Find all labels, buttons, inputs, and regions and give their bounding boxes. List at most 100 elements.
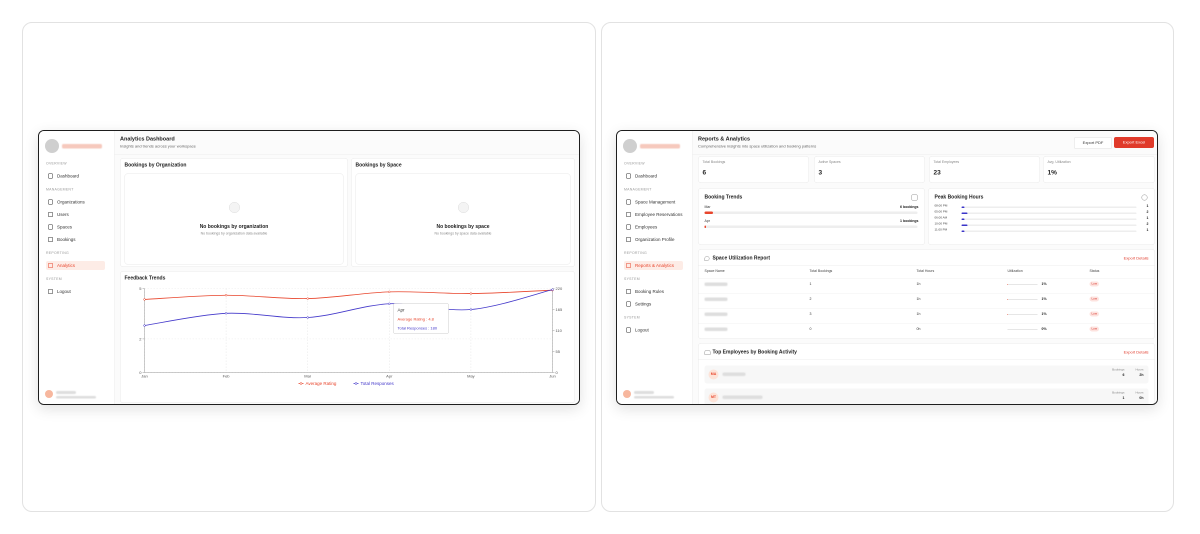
hour-label: 11:00 PM [934, 228, 948, 232]
y-tick-label: 5 [139, 286, 142, 291]
export-details[interactable]: Export Details [1123, 350, 1149, 355]
row-divider [698, 278, 1155, 279]
row-divider [698, 293, 1155, 294]
nav-icon [48, 237, 53, 242]
logo [623, 139, 637, 153]
nav-section: OVERVIEW [624, 162, 645, 166]
nav-section: MANAGEMENT [624, 188, 652, 192]
column-header: Space Name [704, 269, 725, 274]
hour-bar [961, 230, 965, 232]
legend-label: Total Responses [361, 381, 395, 386]
hours-value: 2h [1139, 373, 1144, 378]
page-title: Reports & Analytics [698, 136, 751, 142]
space-name [704, 297, 728, 301]
hour-track [961, 230, 1137, 232]
util-track [1007, 284, 1038, 285]
user-name [56, 391, 76, 394]
series-line [144, 289, 553, 326]
nav-item[interactable]: Dashboard [46, 172, 105, 181]
employee-row: MA Bookings 6 Hours 2h [704, 365, 1149, 384]
empty-title: No bookings by space [436, 224, 490, 230]
status-badge: Low [1089, 296, 1100, 302]
nav-item[interactable]: Employees [624, 223, 683, 232]
hours-cell: 1h [916, 312, 921, 317]
nav-item[interactable]: Users [46, 210, 105, 219]
nav-item[interactable]: Organizations [46, 198, 105, 207]
nav-section: SYSTEM [624, 316, 640, 320]
export-button[interactable]: Export Excel [1114, 137, 1154, 148]
bookings-cell: 2 [809, 297, 812, 302]
divider [698, 359, 1155, 360]
data-point [224, 312, 228, 315]
calendar-icon [911, 194, 918, 201]
data-point [388, 302, 391, 305]
clock-icon [1141, 194, 1148, 201]
series-line [144, 289, 553, 300]
legend-label: Average Rating [306, 381, 337, 386]
hour-label: 05:00 PM [934, 210, 948, 214]
data-point [551, 288, 554, 291]
nav-item[interactable]: Settings [624, 300, 683, 309]
stat-label: Total Bookings [702, 160, 726, 165]
hour-track [961, 218, 1137, 220]
page-title: Analytics Dashboard [120, 136, 175, 142]
panel: Top Employees by Booking Activity Export … [698, 343, 1155, 404]
nav-item[interactable]: Space Management [624, 198, 683, 207]
panel-title: Bookings by Space [355, 162, 402, 169]
divider [698, 265, 1155, 266]
sidebar: OVERVIEW Dashboard MANAGEMENT Organizations… [39, 131, 115, 404]
nav-section: OVERVIEW [46, 162, 67, 166]
bookings-value: 6 [1122, 373, 1125, 378]
nav-section: REPORTING [624, 251, 647, 256]
status-badge: Low [1089, 281, 1100, 287]
hour-label: 06:00 AM [934, 216, 948, 220]
nav-item[interactable]: Logout [624, 326, 683, 335]
nav-item[interactable]: Analytics [46, 261, 105, 270]
nav-item[interactable]: Employee Reservations [624, 210, 683, 219]
nav-item[interactable]: Organization Profile [624, 235, 683, 244]
stat-card: Avg. Utilization 1% [1043, 156, 1155, 183]
nav-item[interactable]: Booking Rules [624, 287, 683, 296]
x-tick-label: Apr [386, 374, 393, 379]
user-avatar [623, 390, 631, 398]
util-track [1007, 299, 1038, 300]
nav-item[interactable]: Bookings [46, 235, 105, 244]
empty-state: No bookings by organization No bookings b… [124, 173, 344, 265]
hour-track [961, 206, 1137, 208]
hour-bar [961, 206, 965, 208]
export-details[interactable]: Export Details [1123, 256, 1149, 261]
bookings-label: Bookings [1112, 391, 1125, 395]
nav-icon [626, 237, 631, 242]
panel-title: Booking Trends [704, 194, 743, 201]
nav-item[interactable]: Spaces [46, 223, 105, 232]
nav-icon [48, 289, 53, 294]
nav-item[interactable]: Dashboard [624, 172, 683, 181]
hour-bar [961, 212, 968, 214]
stat-card: Total Employees 23 [929, 156, 1040, 183]
pin-icon [704, 256, 710, 261]
export-button[interactable]: Export PDF [1074, 137, 1112, 149]
column-header: Total Bookings [809, 269, 833, 274]
panel-title: Peak Booking Hours [934, 194, 984, 201]
nav-icon [626, 224, 631, 230]
data-point [224, 294, 228, 297]
nav-icon [48, 173, 53, 179]
tooltip-line: Total Responses : 180 [398, 326, 438, 331]
nav-section: MANAGEMENT [46, 188, 74, 192]
empty-text: No bookings by space data available [434, 232, 492, 236]
panel: Bookings by Space No bookings by space No … [351, 158, 575, 267]
panel-title: Space Utilization Report [712, 255, 771, 262]
hour-value: 2 [1146, 222, 1149, 227]
util-label: 0% [1041, 327, 1047, 332]
page-subtitle: Comprehensive insights into space utiliz… [698, 144, 817, 149]
x-tick-label: Jan [141, 374, 147, 379]
bookings-cell: 3 [809, 312, 812, 317]
nav-item[interactable]: Reports & Analytics [624, 261, 683, 270]
empty-text: No bookings by organization data availab… [200, 232, 268, 236]
space-name [704, 282, 728, 286]
nav-item[interactable]: Logout [46, 287, 105, 296]
y-tick-label: 2 [139, 336, 142, 341]
stat-label: Avg. Utilization [1047, 160, 1071, 165]
employee-name [722, 372, 746, 376]
hour-track [961, 224, 1137, 226]
